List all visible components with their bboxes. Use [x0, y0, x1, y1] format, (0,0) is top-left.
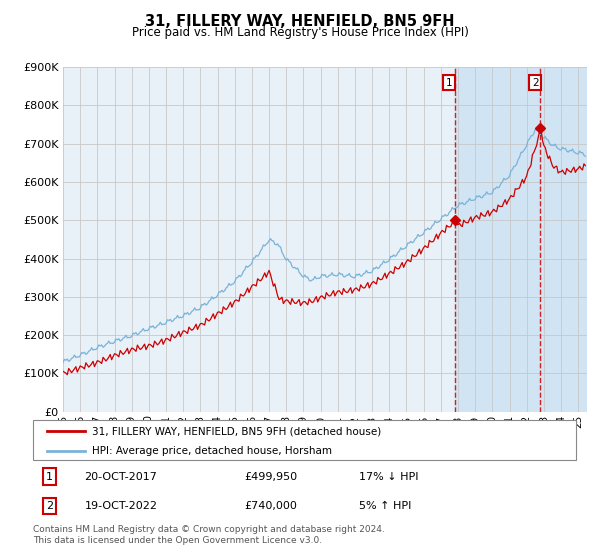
- Text: HPI: Average price, detached house, Horsham: HPI: Average price, detached house, Hors…: [92, 446, 332, 456]
- Text: £740,000: £740,000: [245, 501, 298, 511]
- FancyBboxPatch shape: [33, 420, 576, 460]
- Text: 17% ↓ HPI: 17% ↓ HPI: [359, 472, 418, 482]
- Text: 31, FILLERY WAY, HENFIELD, BN5 9FH: 31, FILLERY WAY, HENFIELD, BN5 9FH: [145, 14, 455, 29]
- Text: Price paid vs. HM Land Registry's House Price Index (HPI): Price paid vs. HM Land Registry's House …: [131, 26, 469, 39]
- Text: £499,950: £499,950: [245, 472, 298, 482]
- Text: Contains HM Land Registry data © Crown copyright and database right 2024.
This d: Contains HM Land Registry data © Crown c…: [33, 525, 385, 545]
- Text: 1: 1: [46, 472, 53, 482]
- Text: 2: 2: [532, 78, 539, 88]
- Text: 31, FILLERY WAY, HENFIELD, BN5 9FH (detached house): 31, FILLERY WAY, HENFIELD, BN5 9FH (deta…: [92, 426, 381, 436]
- Text: 5% ↑ HPI: 5% ↑ HPI: [359, 501, 411, 511]
- Text: 19-OCT-2022: 19-OCT-2022: [85, 501, 158, 511]
- Bar: [455, 67, 587, 412]
- Text: 1: 1: [446, 78, 453, 88]
- Text: 20-OCT-2017: 20-OCT-2017: [85, 472, 157, 482]
- Text: 2: 2: [46, 501, 53, 511]
